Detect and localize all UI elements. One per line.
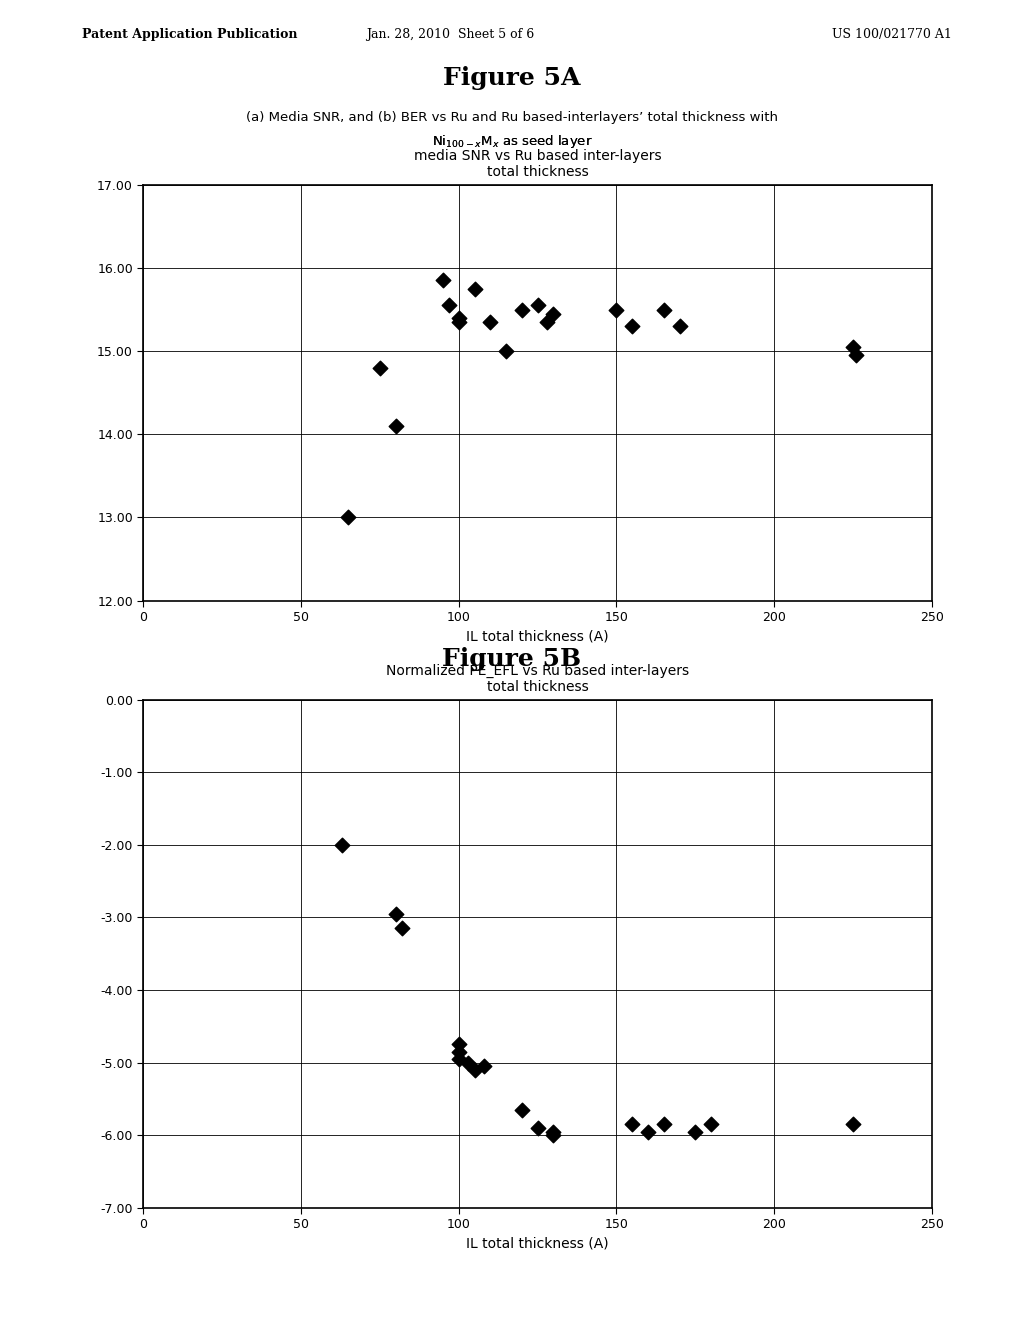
Point: [466, 279, 482, 300]
Point: [608, 298, 625, 319]
Point: [845, 337, 861, 358]
Point: [655, 298, 672, 319]
Point: [655, 1114, 672, 1135]
Point: [539, 312, 555, 333]
Text: Figure 5A: Figure 5A: [443, 66, 581, 90]
Point: [451, 1048, 467, 1069]
Point: [545, 1121, 561, 1142]
Point: [624, 315, 640, 337]
Text: US 100/021770 A1: US 100/021770 A1: [833, 28, 952, 41]
Text: Ni$_{100-x}$M$_x$ as seed layer: Ni$_{100-x}$M$_x$ as seed layer: [432, 133, 592, 150]
Point: [435, 269, 452, 290]
Point: [466, 1059, 482, 1080]
Point: [394, 917, 411, 939]
Point: [482, 312, 499, 333]
Text: Patent Application Publication: Patent Application Publication: [82, 28, 297, 41]
Point: [529, 294, 546, 315]
X-axis label: IL total thickness (A): IL total thickness (A): [466, 1237, 609, 1251]
Point: [498, 341, 514, 362]
Point: [372, 358, 388, 379]
Point: [687, 1121, 703, 1142]
Point: [476, 1056, 493, 1077]
Point: [340, 507, 356, 528]
X-axis label: IL total thickness (A): IL total thickness (A): [466, 630, 609, 644]
Point: [460, 1052, 476, 1073]
Point: [334, 834, 350, 855]
Point: [451, 1041, 467, 1063]
Point: [387, 903, 403, 924]
Point: [451, 1034, 467, 1055]
Point: [514, 1100, 530, 1121]
Text: Figure 5B: Figure 5B: [442, 647, 582, 671]
Point: [545, 304, 561, 325]
Point: [640, 1121, 656, 1142]
Point: [441, 294, 458, 315]
Point: [451, 308, 467, 329]
Point: [514, 298, 530, 319]
Point: [529, 1117, 546, 1138]
Title: media SNR vs Ru based inter-layers
total thickness: media SNR vs Ru based inter-layers total…: [414, 149, 662, 180]
Point: [387, 416, 403, 437]
Point: [624, 1114, 640, 1135]
Point: [848, 345, 864, 366]
Text: Ni$_{100-x}$M$_x$ as seed layer: Ni$_{100-x}$M$_x$ as seed layer: [432, 133, 592, 150]
Point: [451, 312, 467, 333]
Point: [672, 315, 688, 337]
Point: [702, 1114, 719, 1135]
Point: [545, 1125, 561, 1146]
Text: Jan. 28, 2010  Sheet 5 of 6: Jan. 28, 2010 Sheet 5 of 6: [367, 28, 535, 41]
Point: [845, 1114, 861, 1135]
Text: (a) Media SNR, and (b) BER vs Ru and Ru based-interlayers’ total thickness with: (a) Media SNR, and (b) BER vs Ru and Ru …: [246, 111, 778, 124]
Title: Normalized PE_EFL vs Ru based inter-layers
total thickness: Normalized PE_EFL vs Ru based inter-laye…: [386, 664, 689, 694]
